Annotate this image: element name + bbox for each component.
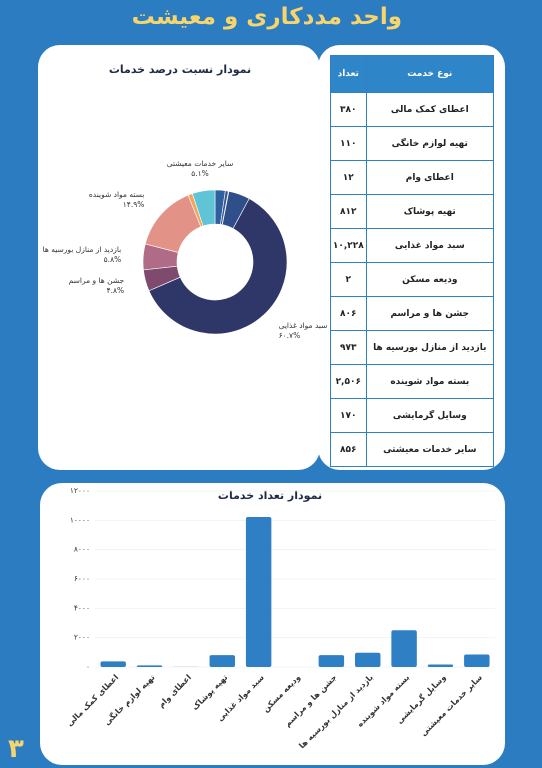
count-cell: ۲,۵۰۶ (330, 364, 367, 399)
bar (427, 664, 454, 667)
count-cell: ۳۸۰ (330, 92, 367, 127)
service-cell: اعطای کمک مالی (365, 92, 495, 127)
table-header: نوع خدمت تعداد (330, 55, 495, 93)
table-row: اعطای کمک مالی ۳۸۰ (330, 92, 495, 127)
chart-title: نمودار تعداد خدمات (218, 489, 322, 502)
y-tick-label: ۸۰۰۰ (74, 545, 90, 554)
services-table: نوع خدمت تعداد اعطای کمک مالی ۳۸۰ تهیه لوازم… (330, 55, 495, 467)
table-row: وسایل گرمایشی ۱۷۰ (330, 398, 495, 433)
bar (355, 652, 381, 667)
service-cell: سایر خدمات معیشتی (365, 432, 495, 467)
slice-value: ۴.۸% (107, 286, 125, 295)
slice-label: بسته مواد شوینده (89, 190, 145, 199)
table-row: ودیعه مسکن ۲ (330, 262, 495, 297)
slice-value: ۱۴.۹% (123, 200, 145, 209)
count-cell: ۱۲ (330, 160, 367, 195)
y-tick-label: ۰ (86, 662, 90, 671)
slice-value: ۶۰.۷% (279, 331, 301, 340)
bar (209, 655, 235, 667)
x-tick-label: اعطای وام (157, 673, 194, 710)
slice-label: جشن ها و مراسم (69, 276, 125, 285)
slice-value: ۵.۸% (104, 255, 122, 264)
page-number: ۳ (8, 734, 24, 764)
page-title: واحد مددکاری و معیشت (131, 4, 402, 30)
y-tick-label: ۴۰۰۰ (74, 603, 90, 612)
bar (245, 516, 272, 667)
x-tick-label: تهیه پوشاک (190, 673, 229, 712)
count-cell: ۸۱۲ (330, 194, 367, 229)
chart-title: نمودار نسبت درصد خدمات (109, 63, 251, 76)
bar (100, 661, 126, 667)
y-tick-label: ۲۰۰۰ (74, 633, 90, 642)
slice-label: سایر خدمات معیشتی (167, 159, 234, 168)
pie-slice (148, 198, 288, 335)
y-tick-label: ۱۰۰۰۰ (70, 515, 90, 524)
y-tick-label: ۱۲۰۰۰ (70, 486, 90, 495)
slice-value: ۵.۱% (191, 169, 209, 178)
count-cell: ۱۷۰ (330, 398, 367, 433)
slice-label: بازدید از منازل بورسیه ها (43, 245, 122, 254)
bar (464, 654, 490, 667)
bar-card (40, 483, 505, 765)
y-tick-label: ۶۰۰۰ (74, 574, 90, 583)
bar (391, 630, 417, 667)
column-header: نوع خدمت (365, 55, 495, 93)
count-cell: ۲ (330, 262, 367, 297)
count-cell: ۱۱۰ (330, 126, 367, 161)
slice-label: سبد مواد غذایی (279, 321, 328, 330)
bar (318, 655, 345, 667)
service-cell: تهیه لوازم خانگی (365, 126, 495, 161)
pie-slice (191, 189, 216, 227)
bar (136, 665, 163, 667)
table-row: تهیه لوازم خانگی ۱۱۰ (330, 126, 495, 161)
count-cell: ۸۵۶ (330, 432, 367, 467)
column-header: تعداد (330, 55, 367, 93)
x-tick-label: بازدید از منازل بورسیه ها (297, 673, 375, 751)
table-row: سایر خدمات معیشتی ۸۵۶ (330, 432, 495, 467)
x-tick-label: سایر خدمات معیشتی (419, 673, 484, 738)
service-cell: ودیعه مسکن (365, 262, 495, 297)
